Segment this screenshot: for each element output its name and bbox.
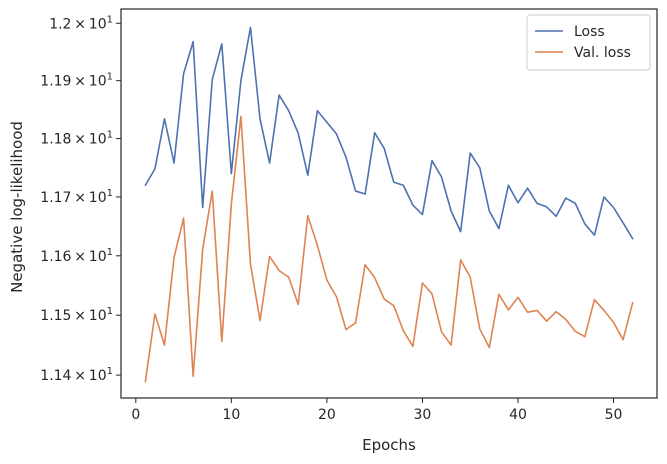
y-tick-label: 1.2 × 101	[49, 14, 113, 32]
x-axis-label: Epochs	[362, 436, 416, 454]
x-axis: 0 10 20 30 40 50	[131, 398, 622, 423]
y-axis-label: Negative log-likelihood	[8, 121, 26, 293]
x-tick-label: 40	[509, 407, 527, 423]
legend-box	[526, 14, 651, 71]
y-axis: 1.14 × 101 1.15 × 101 1.16 × 101 1.17 × 101…	[40, 14, 121, 384]
series-lines	[144, 26, 634, 383]
series-line-loss	[144, 26, 634, 240]
legend-label-val-loss: Val. loss	[574, 45, 631, 61]
x-tick-label: 10	[222, 407, 240, 423]
legend: Loss Val. loss	[526, 14, 651, 71]
y-tick-label: 1.18 × 101	[40, 130, 113, 148]
plot-frame	[120, 8, 658, 399]
legend-label-loss: Loss	[574, 24, 605, 40]
y-tick-label: 1.15 × 101	[40, 306, 113, 324]
x-tick-label: 0	[131, 407, 140, 423]
y-tick-label: 1.17 × 101	[40, 188, 113, 206]
x-tick-label: 20	[318, 407, 336, 423]
y-tick-label: 1.16 × 101	[40, 247, 113, 265]
x-tick-label: 50	[605, 407, 623, 423]
x-tick-label: 30	[414, 407, 432, 423]
y-tick-label: 1.19 × 101	[40, 72, 113, 90]
y-tick-label: 1.14 × 101	[40, 366, 113, 384]
series-line-val-loss	[144, 115, 634, 383]
